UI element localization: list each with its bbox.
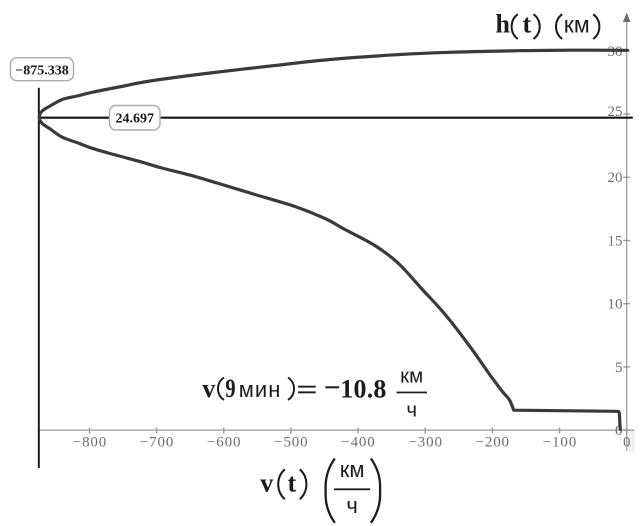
svg-text:t: t <box>288 469 297 498</box>
svg-text:−700: −700 <box>140 435 174 451</box>
svg-text:−800: −800 <box>73 435 107 451</box>
svg-text:−875.338: −875.338 <box>15 63 68 78</box>
svg-text:10: 10 <box>608 297 623 313</box>
svg-text:ч: ч <box>346 493 357 518</box>
svg-text:20: 20 <box>608 170 623 186</box>
svg-text:15: 15 <box>608 233 623 249</box>
svg-text:мин: мин <box>239 377 282 402</box>
svg-text:−600: −600 <box>207 435 241 451</box>
svg-text:км: км <box>400 364 423 387</box>
svg-text:−400: −400 <box>341 435 375 451</box>
svg-text:10.8: 10.8 <box>340 374 386 403</box>
svg-text:−300: −300 <box>408 435 442 451</box>
svg-text:9: 9 <box>225 375 235 404</box>
svg-text:5: 5 <box>615 360 623 376</box>
svg-text:0: 0 <box>615 423 623 439</box>
svg-text:h: h <box>496 10 511 39</box>
svg-text:км: км <box>340 457 365 482</box>
svg-text:t: t <box>523 10 532 39</box>
svg-text:24.697: 24.697 <box>116 112 155 127</box>
svg-text:км: км <box>564 12 590 38</box>
svg-text:−500: −500 <box>274 435 308 451</box>
svg-text:25: 25 <box>608 104 623 120</box>
svg-text:v: v <box>202 374 216 403</box>
svg-text:−200: −200 <box>476 435 510 451</box>
svg-text:ч: ч <box>406 399 417 422</box>
svg-text:−100: −100 <box>543 435 577 451</box>
svg-text:0: 0 <box>623 435 631 451</box>
svg-text:v: v <box>260 469 273 498</box>
